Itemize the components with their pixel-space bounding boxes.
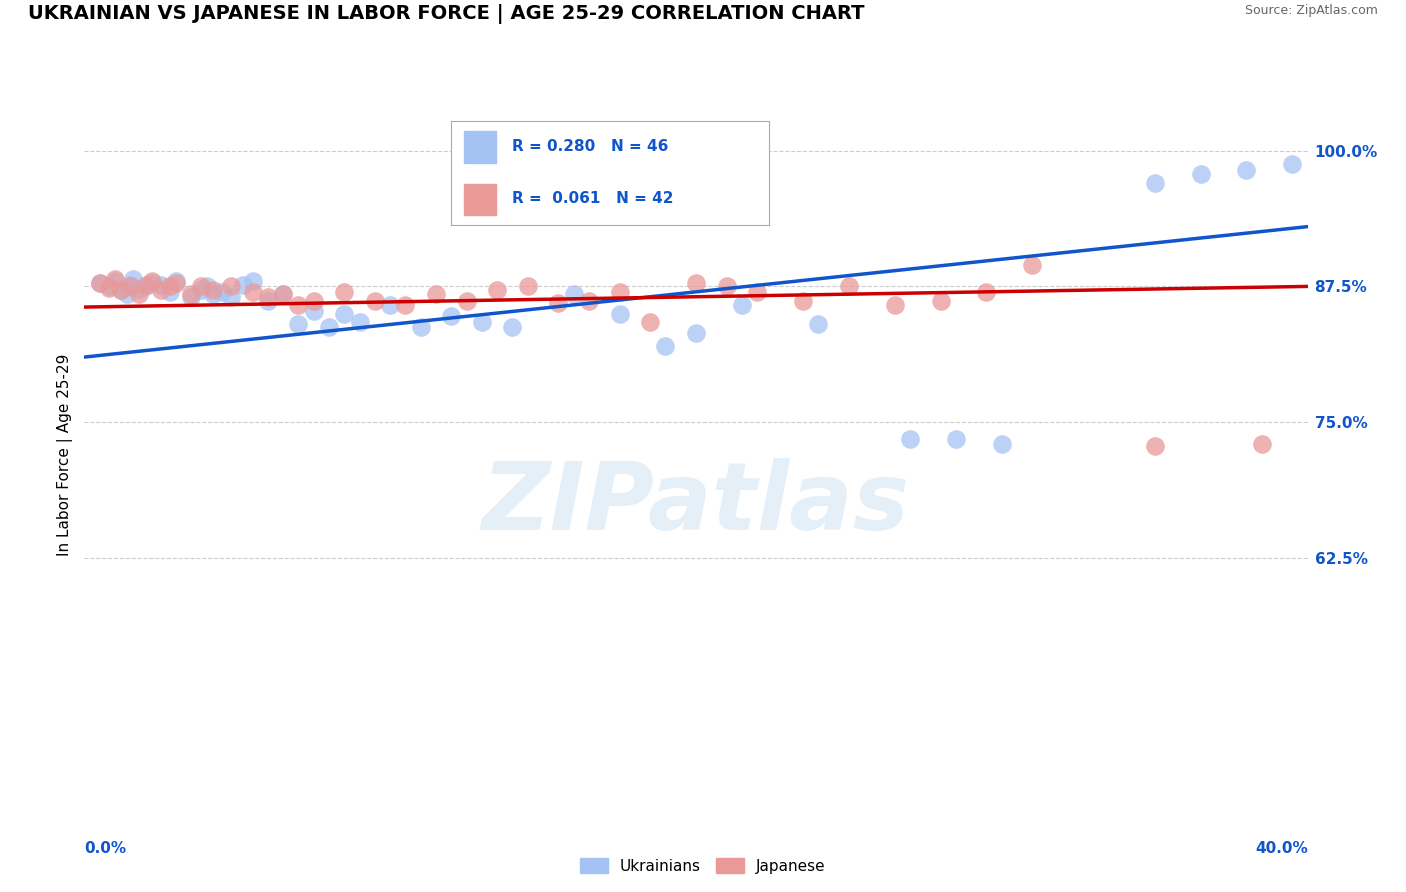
Point [115, 287, 138, 301]
Point [201, 283, 224, 297]
Point [991, 437, 1014, 451]
Text: Source: ZipAtlas.com: Source: ZipAtlas.com [1244, 4, 1378, 18]
Point [232, 278, 254, 293]
Point [104, 272, 127, 286]
Point [89, 276, 111, 290]
Point [578, 293, 600, 308]
Point [1143, 439, 1166, 453]
Text: UKRAINIAN VS JAPANESE IN LABOR FORCE | AGE 25-29 CORRELATION CHART: UKRAINIAN VS JAPANESE IN LABOR FORCE | A… [28, 4, 865, 24]
Point [195, 279, 218, 293]
Point [120, 279, 142, 293]
Point [211, 285, 233, 299]
Point [364, 293, 387, 308]
Point [128, 282, 150, 296]
Point [807, 318, 830, 332]
Point [89, 276, 111, 290]
Point [838, 279, 860, 293]
Point [1281, 156, 1303, 170]
Point [1189, 168, 1212, 182]
Point [945, 432, 967, 446]
Point [638, 315, 661, 329]
Point [425, 287, 447, 301]
Point [1021, 258, 1043, 272]
Point [654, 339, 676, 353]
Point [149, 283, 172, 297]
Point [257, 293, 280, 308]
Point [547, 295, 569, 310]
Point [333, 285, 356, 299]
Text: 0.0%: 0.0% [84, 841, 127, 855]
Point [219, 290, 242, 304]
Point [165, 274, 187, 288]
Point [219, 279, 242, 293]
Point [135, 278, 157, 293]
Point [716, 279, 738, 293]
Point [349, 315, 371, 329]
Point [516, 279, 538, 293]
Point [685, 276, 707, 290]
Point [141, 276, 163, 290]
Point [380, 298, 402, 312]
Point [190, 279, 212, 293]
Point [883, 298, 905, 312]
Point [110, 283, 132, 297]
Point [287, 318, 309, 332]
Point [149, 278, 172, 293]
Point [792, 293, 814, 308]
Point [257, 290, 280, 304]
Point [141, 274, 163, 288]
Point [609, 307, 631, 321]
Point [287, 298, 309, 312]
Point [302, 293, 325, 308]
Point [456, 293, 478, 308]
Point [394, 298, 416, 312]
Point [731, 298, 754, 312]
Point [201, 287, 224, 301]
Text: ZIPatlas: ZIPatlas [482, 458, 910, 549]
Text: 40.0%: 40.0% [1254, 841, 1308, 855]
Point [104, 274, 127, 288]
Point [165, 276, 187, 290]
Y-axis label: In Labor Force | Age 25-29: In Labor Force | Age 25-29 [58, 354, 73, 556]
Point [271, 287, 294, 301]
Point [502, 319, 524, 334]
Point [333, 307, 356, 321]
Point [1250, 437, 1272, 451]
Point [486, 283, 509, 297]
Point [97, 280, 120, 294]
Point [440, 309, 463, 323]
Point [159, 285, 181, 299]
Point [242, 285, 264, 299]
Point [159, 279, 181, 293]
Legend: Ukrainians, Japanese: Ukrainians, Japanese [574, 852, 832, 880]
Point [190, 283, 212, 297]
Point [242, 274, 264, 288]
Point [318, 319, 340, 334]
Point [97, 279, 120, 293]
Point [128, 287, 150, 301]
Point [609, 285, 631, 299]
Point [302, 304, 325, 318]
Point [120, 278, 142, 293]
Point [747, 285, 769, 299]
Point [1143, 176, 1166, 190]
Point [110, 283, 132, 297]
Point [180, 290, 202, 304]
Point [471, 315, 494, 329]
Point [976, 285, 998, 299]
Point [898, 432, 921, 446]
Point [685, 326, 707, 341]
Point [180, 287, 202, 301]
Point [929, 293, 952, 308]
Point [1234, 163, 1257, 178]
Point [135, 279, 157, 293]
Point [409, 319, 432, 334]
Point [562, 287, 585, 301]
Point [122, 272, 145, 286]
Point [271, 287, 294, 301]
